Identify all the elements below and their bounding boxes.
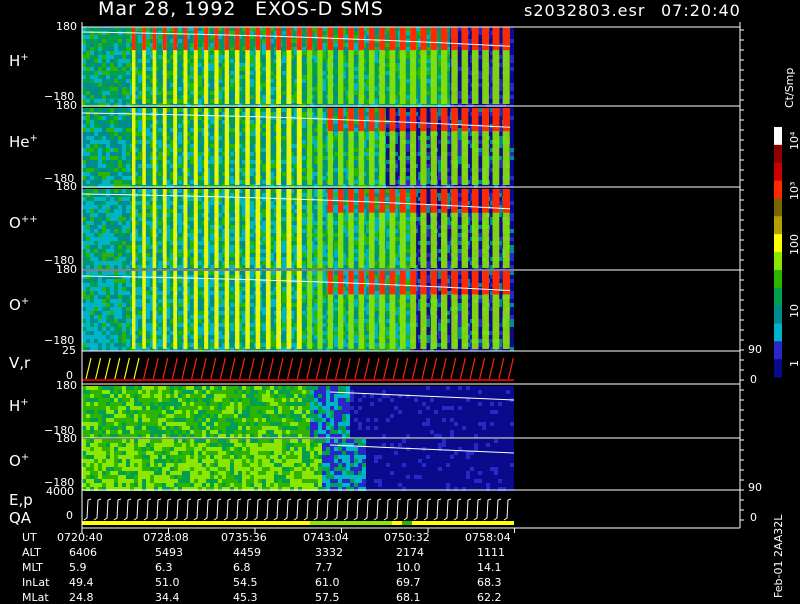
ephemeris-value: 68.3 bbox=[477, 576, 502, 589]
ephemeris-value: 7.7 bbox=[315, 561, 333, 574]
ion-panel-3 bbox=[82, 189, 514, 269]
colorbar-label-100: 100 bbox=[788, 234, 800, 255]
colorbar-segment bbox=[774, 270, 782, 288]
ephemeris-value: 62.2 bbox=[477, 591, 502, 604]
colorbar-label-10000: 10⁴ bbox=[788, 132, 800, 150]
ephemeris-value: 5493 bbox=[155, 546, 183, 559]
colorbar-segment bbox=[774, 341, 782, 359]
ion-panel-2 bbox=[82, 108, 514, 188]
colorbar-unit: Ct/Smp bbox=[783, 68, 796, 108]
rtick-bottom-vr: 0 bbox=[750, 373, 757, 386]
colorbar-segment bbox=[774, 145, 782, 163]
rtick-top-ep: 90 bbox=[748, 481, 762, 494]
ion-panel-o3 bbox=[82, 439, 514, 491]
ephemeris-value: 0758:04 bbox=[465, 531, 511, 544]
colorbar-segment bbox=[774, 198, 782, 216]
rtick-top-vr: 90 bbox=[748, 343, 762, 356]
header-date: Mar 28, 1992 bbox=[98, 0, 237, 20]
ephemeris-value: 6406 bbox=[69, 546, 97, 559]
colorbar-segment bbox=[774, 306, 782, 324]
colorbar-label-1000: 10³ bbox=[788, 182, 800, 200]
ephemeris-value: 3332 bbox=[315, 546, 343, 559]
ephemeris-value: 61.0 bbox=[315, 576, 340, 589]
ephemeris-label: ALT bbox=[22, 546, 41, 559]
ephemeris-value: 51.0 bbox=[155, 576, 180, 589]
ep-panel bbox=[82, 499, 514, 525]
ion-panel-4 bbox=[82, 271, 514, 351]
ephemeris-value: 49.4 bbox=[69, 576, 94, 589]
ephemeris-value: 0728:08 bbox=[143, 531, 189, 544]
side-text: Feb-01 2AA32L bbox=[772, 515, 785, 598]
ephemeris-label: UT bbox=[22, 531, 37, 544]
ephemeris-value: 68.1 bbox=[396, 591, 421, 604]
colorbar-segment bbox=[774, 323, 782, 341]
ephemeris-value: 6.3 bbox=[155, 561, 173, 574]
ephemeris-value: 54.5 bbox=[233, 576, 258, 589]
ion-panel-1 bbox=[82, 27, 514, 107]
ytick-top-3: 180 bbox=[56, 180, 77, 193]
header-file: s2032803.esr bbox=[524, 1, 645, 20]
panel-label-qa: QA bbox=[9, 509, 31, 527]
panel-label-o-plus-2: O+ bbox=[9, 452, 29, 470]
colorbar-segment bbox=[774, 234, 782, 252]
ephemeris-value: 1111 bbox=[477, 546, 505, 559]
panel-label-o-plus: O+ bbox=[9, 296, 29, 314]
colorbar-label-1: 1 bbox=[788, 360, 800, 367]
rtick-bottom-ep: 0 bbox=[750, 511, 757, 524]
ephemeris-label: InLat bbox=[22, 576, 49, 589]
ytick-top-7: 180 bbox=[56, 432, 77, 445]
panel-label-he-plus: He+ bbox=[9, 133, 38, 151]
ephemeris-value: 14.1 bbox=[477, 561, 502, 574]
colorbar-segment bbox=[774, 288, 782, 306]
ephemeris-value: 5.9 bbox=[69, 561, 87, 574]
colorbar-segment bbox=[774, 216, 782, 234]
header-instrument: EXOS-D SMS bbox=[255, 0, 384, 20]
colorbar-segment bbox=[774, 127, 782, 145]
ephemeris-label: MLat bbox=[22, 591, 49, 604]
ephemeris-label: MLT bbox=[22, 561, 43, 574]
ephemeris-value: 69.7 bbox=[396, 576, 421, 589]
ephemeris-value: 2174 bbox=[396, 546, 424, 559]
panel-label-o-plusplus: O++ bbox=[9, 214, 38, 232]
panel-label-ep: E,p bbox=[9, 491, 33, 509]
ephemeris-value: 0750:32 bbox=[384, 531, 430, 544]
ephemeris-value: 57.5 bbox=[315, 591, 340, 604]
header-time: 07:20:40 bbox=[661, 1, 741, 20]
ytick-top-6: 180 bbox=[56, 379, 77, 392]
ytick-bottom-8: 0 bbox=[66, 509, 73, 522]
colorbar-segment bbox=[774, 163, 782, 181]
panel-label-vr: V,r bbox=[9, 354, 30, 372]
colorbar-segment bbox=[774, 252, 782, 270]
ytick-top-8: 4000 bbox=[46, 485, 74, 498]
ephemeris-value: 45.3 bbox=[233, 591, 258, 604]
ephemeris-value: 6.8 bbox=[233, 561, 251, 574]
ytick-top-5: 25 bbox=[62, 344, 76, 357]
ephemeris-value: 0720:40 bbox=[57, 531, 103, 544]
ytick-top-2: 180 bbox=[56, 99, 77, 112]
ytick-top-4: 180 bbox=[56, 263, 77, 276]
ytick-top-1: 180 bbox=[56, 20, 77, 33]
panel-label-h-plus-2: H+ bbox=[9, 397, 29, 415]
panel-label-h-plus: H+ bbox=[9, 52, 29, 70]
colorbar-segment bbox=[774, 359, 782, 377]
ion-panel-h2 bbox=[82, 386, 514, 438]
ephemeris-value: 0735:36 bbox=[221, 531, 267, 544]
ephemeris-value: 10.0 bbox=[396, 561, 421, 574]
ephemeris-value: 0743:04 bbox=[303, 531, 349, 544]
colorbar-segment bbox=[774, 181, 782, 199]
ephemeris-value: 24.8 bbox=[69, 591, 94, 604]
ephemeris-value: 4459 bbox=[233, 546, 261, 559]
vr-panel bbox=[82, 358, 514, 380]
colorbar-label-10: 10 bbox=[788, 304, 800, 318]
ephemeris-value: 34.4 bbox=[155, 591, 180, 604]
